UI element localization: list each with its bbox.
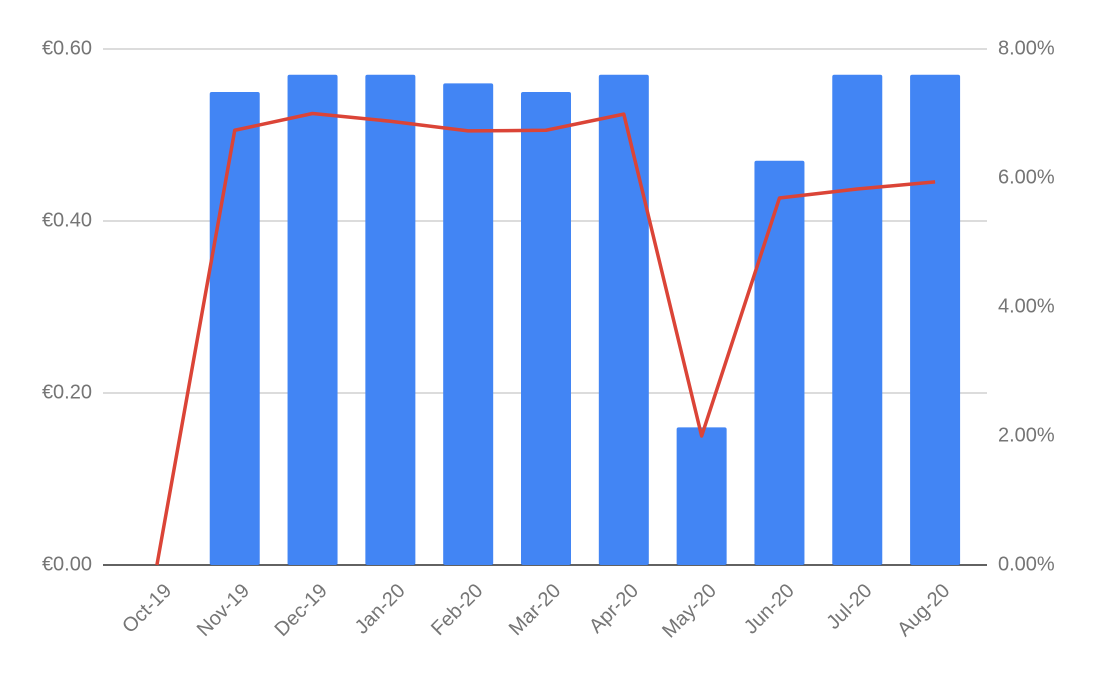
y-tick-label: €0.00	[42, 553, 92, 575]
bar	[209, 92, 260, 565]
bar	[287, 74, 338, 566]
y2-tick-label: 8.00%	[998, 37, 1055, 59]
y-tick-label: €0.60	[42, 37, 92, 59]
x-tick-label: Mar-20	[505, 580, 565, 640]
y-tick-label: €0.40	[42, 209, 92, 231]
x-tick-label: Nov-19	[193, 580, 254, 641]
bar	[676, 427, 727, 565]
line	[155, 111, 936, 566]
y2-tick-label: 6.00%	[998, 166, 1055, 188]
bar	[365, 74, 416, 566]
x-tick-label: Apr-20	[585, 580, 643, 638]
bar	[754, 160, 805, 566]
bar	[832, 74, 883, 566]
bar	[910, 74, 961, 566]
x-tick-label: Aug-20	[893, 580, 954, 641]
x-tick-label: Dec-19	[271, 580, 332, 641]
bar	[598, 74, 649, 566]
x-tick-label: May-20	[658, 580, 721, 643]
y2-tick-label: 4.00%	[998, 295, 1055, 317]
y2-tick-label: 0.00%	[998, 553, 1055, 575]
x-tick-label: Oct-19	[118, 580, 176, 638]
y-tick-label: €0.20	[42, 381, 92, 403]
y2-tick-label: 2.00%	[998, 424, 1055, 446]
bar	[443, 83, 494, 566]
x-tick-label: Feb-20	[427, 580, 487, 640]
bar	[521, 92, 571, 565]
x-tick-label: Jun-20	[740, 580, 799, 639]
x-tick-label: Jan-20	[351, 580, 410, 639]
x-tick-label: Jul-20	[822, 580, 876, 634]
